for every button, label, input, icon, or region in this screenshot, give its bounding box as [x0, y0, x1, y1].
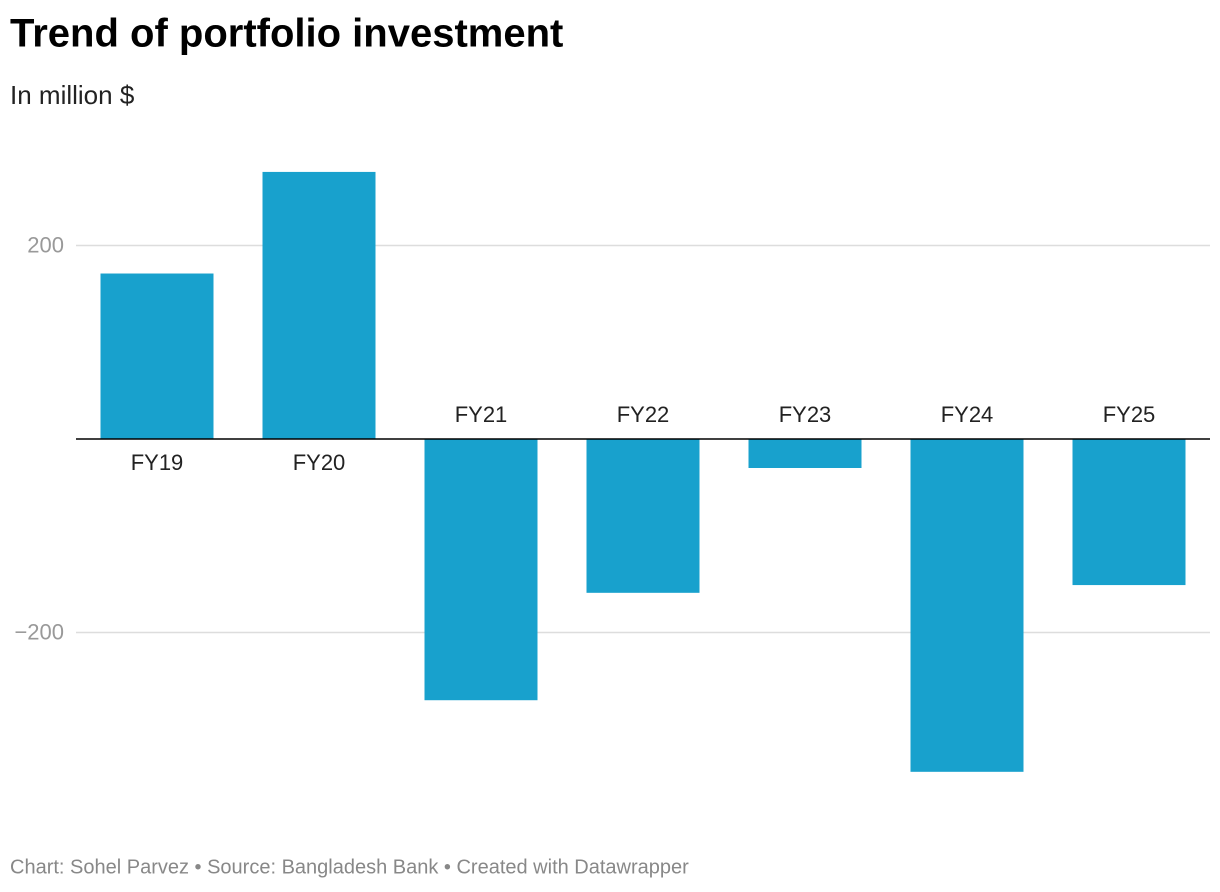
y-tick-label: −200 — [14, 619, 64, 644]
x-tick-label: FY21 — [455, 402, 508, 427]
x-tick-label: FY25 — [1103, 402, 1156, 427]
x-tick-label: FY23 — [779, 402, 832, 427]
bar — [424, 438, 538, 701]
x-tick-label: FY19 — [131, 450, 184, 475]
bar — [1072, 438, 1186, 586]
bar — [100, 273, 214, 439]
bar — [748, 438, 862, 468]
bar — [262, 171, 376, 439]
x-tick-label: FY24 — [941, 402, 994, 427]
chart-title: Trend of portfolio investment — [10, 12, 563, 56]
x-tick-label: FY20 — [293, 450, 346, 475]
bar — [910, 438, 1024, 772]
x-tick-label: FY22 — [617, 402, 670, 427]
chart-subtitle: In million $ — [10, 80, 135, 110]
source-note: Chart: Sohel Parvez • Source: Bangladesh… — [10, 856, 689, 878]
bar — [586, 438, 700, 593]
y-tick-label: 200 — [27, 232, 64, 257]
